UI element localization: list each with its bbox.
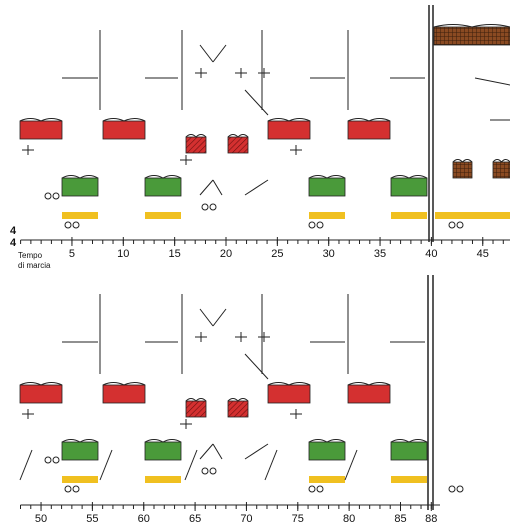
tempo-line1: Tempo: [18, 251, 43, 260]
drum: [228, 137, 248, 153]
tempo-line2: di marcia: [18, 261, 51, 270]
instrument: [202, 204, 208, 210]
measure-number: 10: [117, 248, 129, 260]
stroke: [213, 444, 222, 459]
yellow-bar: [391, 476, 427, 483]
time-sig-num: 4: [10, 225, 17, 237]
stroke: [200, 180, 213, 195]
measure-number: 40: [425, 248, 437, 260]
stroke: [213, 180, 222, 195]
drum: [20, 385, 62, 403]
instrument: [457, 486, 463, 492]
yellow-bar: [62, 476, 98, 483]
drum: [391, 442, 427, 460]
yellow-bar: [309, 476, 345, 483]
stroke: [200, 309, 213, 326]
drum: [145, 442, 181, 460]
instrument: [65, 222, 71, 228]
measure-number: 60: [138, 513, 150, 525]
measure-number: 5: [69, 248, 75, 260]
instrument: [309, 486, 315, 492]
measure-number: 50: [35, 513, 47, 525]
yellow-bar: [145, 212, 181, 219]
instrument: [457, 222, 463, 228]
drill-chart: 4 4 Tempo di marcia 5 10 15 20 25 30 35 40 45 50 5…: [0, 0, 510, 527]
instrument: [449, 222, 455, 228]
drum: [348, 385, 390, 403]
instrument: [53, 193, 59, 199]
drum: [103, 385, 145, 403]
instrument: [210, 468, 216, 474]
measure-number: 25: [271, 248, 283, 260]
time-sig-den: 4: [10, 237, 17, 249]
yellow-bar: [309, 212, 345, 219]
stroke: [185, 450, 197, 480]
measure-number: 30: [323, 248, 335, 260]
drum: [186, 401, 206, 417]
stroke: [475, 78, 510, 85]
stroke: [245, 180, 268, 195]
instrument: [45, 193, 51, 199]
measure-number: 20: [220, 248, 232, 260]
instrument: [309, 222, 315, 228]
stroke: [245, 90, 268, 115]
instrument: [202, 468, 208, 474]
measure-number: 55: [86, 513, 98, 525]
yellow-bar: [391, 212, 427, 219]
drum: [309, 178, 345, 196]
drum: [20, 121, 62, 139]
drum: [268, 385, 310, 403]
instrument: [45, 457, 51, 463]
measure-number: 75: [292, 513, 304, 525]
instrument: [73, 222, 79, 228]
measure-number: 85: [394, 513, 406, 525]
yellow-bar: [435, 212, 510, 219]
stroke: [345, 450, 357, 480]
measure-number: 88: [425, 513, 437, 525]
stroke: [245, 354, 268, 379]
measure-number: 45: [477, 248, 489, 260]
stroke: [100, 450, 112, 480]
drum: [62, 178, 98, 196]
drum: [228, 401, 248, 417]
instrument: [317, 222, 323, 228]
stroke: [213, 45, 226, 62]
drum: [309, 442, 345, 460]
stroke: [265, 450, 277, 480]
instrument: [73, 486, 79, 492]
drum: [62, 442, 98, 460]
drum: [268, 121, 310, 139]
drum: [493, 162, 510, 178]
instrument: [210, 204, 216, 210]
drum: [186, 137, 206, 153]
yellow-bar: [62, 212, 98, 219]
measure-number: 80: [343, 513, 355, 525]
instrument: [53, 457, 59, 463]
drum: [434, 27, 510, 45]
drum: [145, 178, 181, 196]
measure-number: 65: [189, 513, 201, 525]
stroke: [20, 450, 32, 480]
measure-number: 70: [240, 513, 252, 525]
instrument: [449, 486, 455, 492]
stroke: [213, 309, 226, 326]
measure-number: 35: [374, 248, 386, 260]
stroke: [245, 444, 268, 459]
instrument: [65, 486, 71, 492]
drum: [391, 178, 427, 196]
instrument: [317, 486, 323, 492]
stroke: [200, 444, 213, 459]
drum: [103, 121, 145, 139]
yellow-bar: [145, 476, 181, 483]
drum: [348, 121, 390, 139]
drum: [453, 162, 472, 178]
measure-number: 15: [169, 248, 181, 260]
stroke: [200, 45, 213, 62]
